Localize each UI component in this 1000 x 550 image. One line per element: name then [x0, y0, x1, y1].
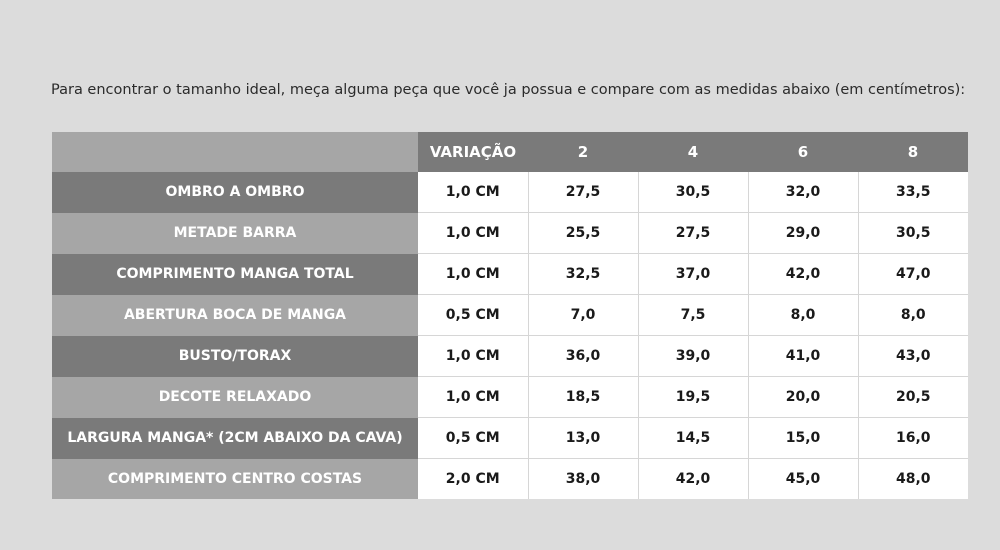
size-value: 14,5 [637, 417, 748, 459]
header-corner-cell [52, 132, 418, 172]
size-value: 19,5 [637, 376, 748, 418]
variation-value: 1,0 CM [418, 172, 528, 213]
size-value: 7,5 [637, 294, 748, 336]
variation-value: 2,0 CM [418, 458, 528, 499]
size-value: 32,5 [527, 253, 638, 295]
size-value: 8,0 [857, 294, 968, 336]
size-value: 39,0 [637, 335, 748, 377]
header-size-8: 8 [858, 132, 968, 172]
variation-value: 1,0 CM [418, 212, 528, 254]
size-value: 45,0 [747, 458, 858, 499]
size-value: 20,0 [747, 376, 858, 418]
measurement-label: METADE BARRA [52, 212, 418, 254]
size-value: 27,5 [527, 172, 638, 213]
table-header-row: VARIAÇÃO 2 4 6 8 [52, 132, 968, 172]
size-value: 16,0 [857, 417, 968, 459]
variation-value: 0,5 CM [418, 417, 528, 459]
size-value: 33,5 [857, 172, 968, 213]
size-value: 18,5 [527, 376, 638, 418]
measurement-label: COMPRIMENTO MANGA TOTAL [52, 253, 418, 295]
variation-value: 0,5 CM [418, 294, 528, 336]
header-variation: VARIAÇÃO [418, 132, 528, 172]
size-value: 27,5 [637, 212, 748, 254]
size-guide-intro: Para encontrar o tamanho ideal, meça alg… [51, 81, 966, 98]
size-value: 38,0 [527, 458, 638, 499]
size-chart-table: VARIAÇÃO 2 4 6 8 OMBRO A OMBRO 1,0 CM 27… [52, 132, 968, 499]
table-row: COMPRIMENTO MANGA TOTAL 1,0 CM 32,5 37,0… [52, 253, 968, 295]
table-row: OMBRO A OMBRO 1,0 CM 27,5 30,5 32,0 33,5 [52, 172, 968, 213]
table-row: METADE BARRA 1,0 CM 25,5 27,5 29,0 30,5 [52, 212, 968, 254]
measurement-label: BUSTO/TORAX [52, 335, 418, 377]
size-value: 20,5 [857, 376, 968, 418]
size-value: 47,0 [857, 253, 968, 295]
header-size-4: 4 [638, 132, 748, 172]
table-row: DECOTE RELAXADO 1,0 CM 18,5 19,5 20,0 20… [52, 376, 968, 418]
measurement-label: OMBRO A OMBRO [52, 172, 418, 213]
size-value: 37,0 [637, 253, 748, 295]
size-value: 32,0 [747, 172, 858, 213]
size-value: 36,0 [527, 335, 638, 377]
variation-value: 1,0 CM [418, 253, 528, 295]
table-row: COMPRIMENTO CENTRO COSTAS 2,0 CM 38,0 42… [52, 458, 968, 499]
size-value: 8,0 [747, 294, 858, 336]
table-row: BUSTO/TORAX 1,0 CM 36,0 39,0 41,0 43,0 [52, 335, 968, 377]
table-row: ABERTURA BOCA DE MANGA 0,5 CM 7,0 7,5 8,… [52, 294, 968, 336]
variation-value: 1,0 CM [418, 376, 528, 418]
size-value: 48,0 [857, 458, 968, 499]
measurement-label: COMPRIMENTO CENTRO COSTAS [52, 458, 418, 499]
table-row: LARGURA MANGA* (2CM ABAIXO DA CAVA) 0,5 … [52, 417, 968, 459]
size-value: 13,0 [527, 417, 638, 459]
size-value: 25,5 [527, 212, 638, 254]
header-size-6: 6 [748, 132, 858, 172]
measurement-label: DECOTE RELAXADO [52, 376, 418, 418]
size-value: 43,0 [857, 335, 968, 377]
size-value: 41,0 [747, 335, 858, 377]
size-value: 42,0 [747, 253, 858, 295]
size-value: 29,0 [747, 212, 858, 254]
size-value: 30,5 [857, 212, 968, 254]
measurement-label: LARGURA MANGA* (2CM ABAIXO DA CAVA) [52, 417, 418, 459]
size-value: 15,0 [747, 417, 858, 459]
size-value: 42,0 [637, 458, 748, 499]
variation-value: 1,0 CM [418, 335, 528, 377]
size-value: 7,0 [527, 294, 638, 336]
header-size-2: 2 [528, 132, 638, 172]
measurement-label: ABERTURA BOCA DE MANGA [52, 294, 418, 336]
size-value: 30,5 [637, 172, 748, 213]
